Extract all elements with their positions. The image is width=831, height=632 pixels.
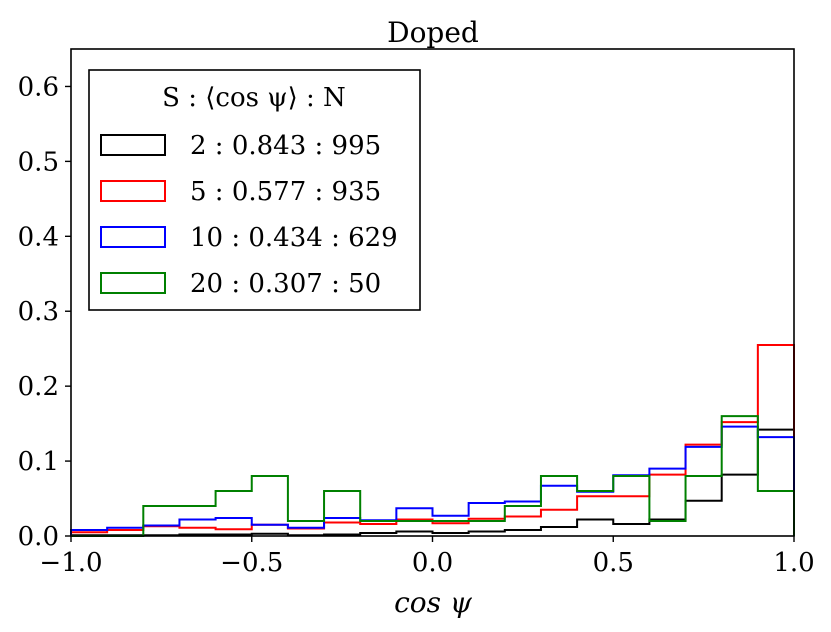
legend-label: 5 : 0.577 : 935 (190, 177, 381, 207)
y-axis: 0.0 0.1 0.2 0.3 0.4 0.5 0.6 (18, 72, 71, 552)
legend-items: 2 : 0.843 : 995 5 : 0.577 : 935 10 : 0.434… (100, 131, 398, 299)
legend-box (88, 69, 421, 311)
x-tick-label: 1.0 (773, 548, 814, 578)
x-tick-label: −1.0 (39, 548, 102, 578)
y-tick-label: 0.0 (18, 522, 59, 552)
y-tick-label: 0.3 (18, 297, 59, 327)
chart-title: Doped (387, 16, 479, 49)
series-2-histogram (70, 425, 795, 536)
legend-swatch (100, 180, 166, 202)
y-tick-label: 0.5 (18, 147, 59, 177)
legend-label: 10 : 0.434 : 629 (190, 223, 398, 253)
legend-swatch (100, 134, 166, 156)
x-tick-label: −0.5 (220, 548, 283, 578)
legend-label: 2 : 0.843 : 995 (190, 131, 381, 161)
legend-label: 20 : 0.307 : 50 (190, 269, 381, 299)
x-tick-label: 0.0 (412, 548, 453, 578)
legend-title: S : ⟨cos ψ⟩ : N (162, 83, 346, 113)
legend-swatch (100, 226, 166, 248)
series-layer (70, 343, 795, 537)
y-tick-label: 0.1 (18, 447, 59, 477)
x-axis-label: cos ψ (394, 586, 473, 619)
legend-swatch (100, 272, 166, 294)
x-tick-label: 0.5 (593, 548, 634, 578)
series-3-histogram (71, 415, 795, 537)
y-tick-label: 0.2 (18, 372, 59, 402)
y-tick-label: 0.6 (18, 72, 59, 102)
legend: S : ⟨cos ψ⟩ : N 2 : 0.843 : 995 5 : 0.577… (88, 69, 421, 311)
y-tick-label: 0.4 (18, 222, 59, 252)
x-axis: −1.0 −0.5 0.0 0.5 1.0 (39, 536, 815, 578)
